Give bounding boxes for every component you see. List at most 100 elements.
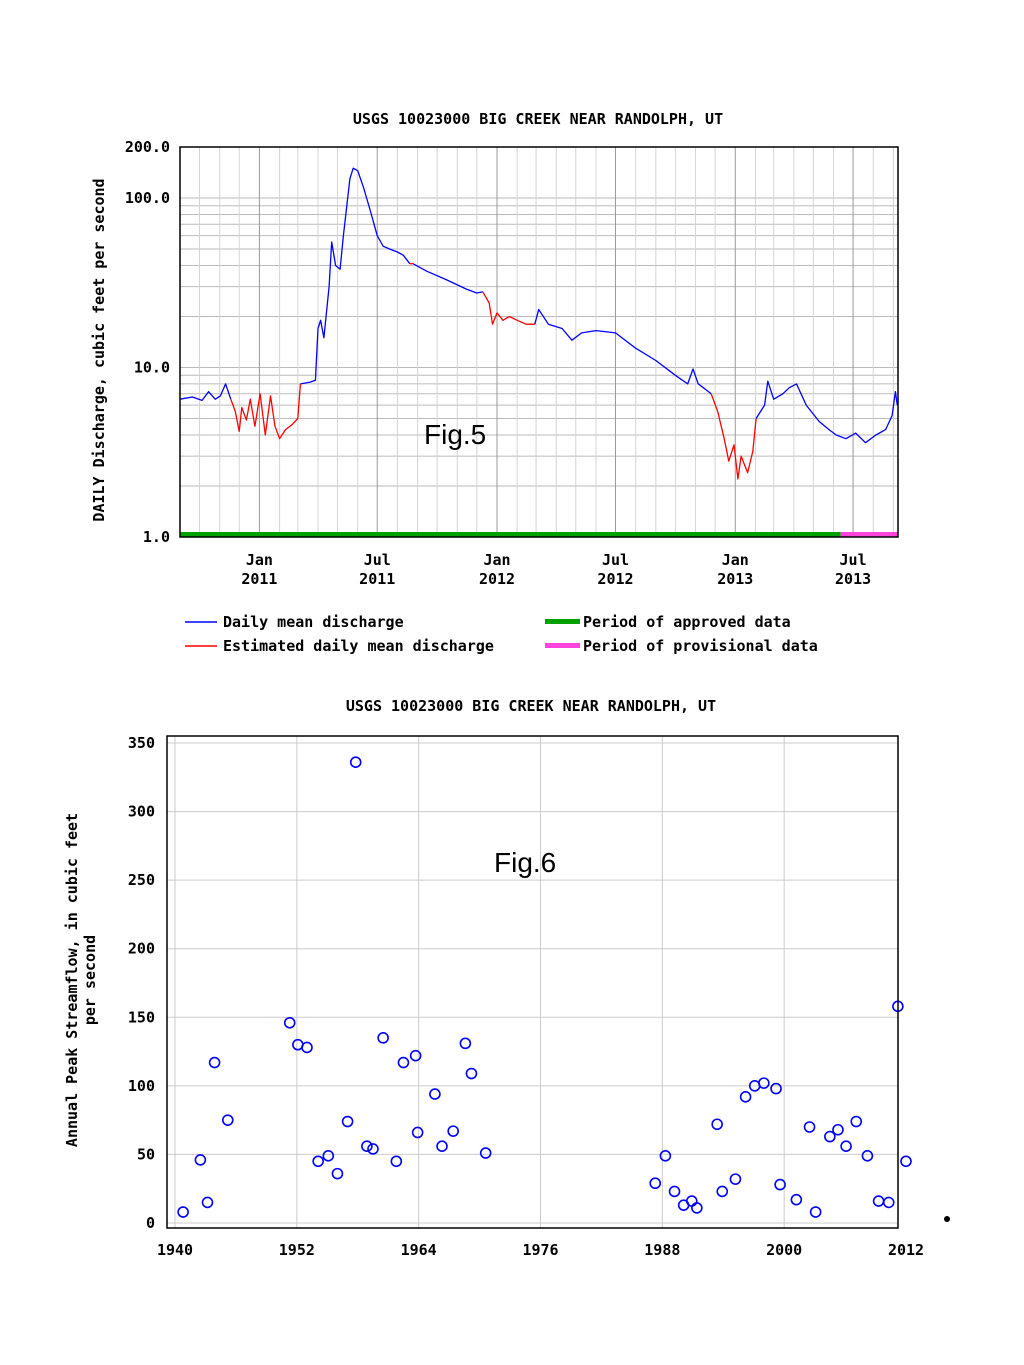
daily-discharge-chart: USGS 10023000 BIG CREEK NEAR RANDOLPH, U… — [90, 110, 899, 655]
chart2-y-tick: 0 — [146, 1214, 155, 1232]
chart2-points — [177, 756, 912, 1218]
legend-swatch-bar — [545, 619, 580, 624]
chart2-point — [341, 1115, 354, 1128]
chart2-point — [685, 1195, 698, 1207]
chart2-point — [824, 1130, 836, 1143]
chart2-y-tick: 250 — [128, 871, 155, 889]
chart1-y-axis-label: DAILY Discharge, cubic feet per second — [90, 178, 108, 521]
chart2-point — [739, 1091, 752, 1103]
chart2-point — [301, 1041, 313, 1054]
chart2-point — [361, 1140, 373, 1152]
chart2-point — [377, 1032, 389, 1044]
chart1-x-tick-year: 2011 — [359, 570, 395, 588]
chart2-y-tick: 200 — [128, 940, 155, 958]
chart1-approved-bar — [180, 532, 841, 537]
chart1-legend: Daily mean discharge Period of approved d… — [185, 613, 818, 655]
chart2-title: USGS 10023000 BIG CREEK NEAR RANDOLPH, U… — [346, 697, 716, 715]
chart2-point — [283, 1016, 296, 1029]
chart1-series-lines — [179, 167, 898, 480]
chart2-point — [397, 1056, 410, 1069]
chart2-y-tick: 300 — [128, 803, 155, 821]
legend-entry-label: Daily mean discharge — [223, 613, 404, 631]
chart2-point — [411, 1126, 424, 1139]
legend-swatch-bar — [545, 643, 580, 648]
chart1-estimated-line — [710, 393, 757, 480]
chart2-point — [479, 1147, 492, 1159]
chart2-point — [322, 1150, 335, 1162]
chart2-point — [729, 1173, 742, 1185]
chart1-x-tick-month: Jan — [246, 551, 273, 569]
chart2-y-tick-labels: 0 50 100 150 200 250 300 350 — [128, 734, 155, 1232]
annual-peak-chart: USGS 10023000 BIG CREEK NEAR RANDOLPH, U… — [63, 697, 924, 1259]
chart1-daily-line — [300, 167, 411, 385]
chart2-point — [861, 1150, 874, 1162]
chart2-point — [447, 1125, 459, 1137]
chart1-y-tick: 1.0 — [143, 528, 170, 546]
chart2-x-tick: 1952 — [279, 1241, 315, 1259]
chart1-y-tick: 100.0 — [125, 189, 170, 207]
chart1-daily-line — [755, 380, 898, 444]
chart2-point — [882, 1196, 895, 1209]
chart2-point — [436, 1140, 448, 1152]
chart2-point — [177, 1206, 189, 1218]
chart2-y-tick: 350 — [128, 734, 155, 752]
chart2-y-axis-label-line: per second — [81, 935, 99, 1025]
legend-entry-label: Estimated daily mean discharge — [223, 637, 494, 655]
chart2-x-tick: 1964 — [401, 1241, 437, 1259]
chart1-x-tick-month: Jan — [722, 551, 749, 569]
chart1-x-tick-year: 2013 — [717, 570, 753, 588]
chart2-point — [850, 1115, 863, 1128]
chart1-daily-line — [179, 383, 232, 402]
chart2-point — [770, 1082, 782, 1095]
chart1-estimated-line — [482, 291, 535, 325]
chart1-gridlines — [180, 146, 898, 537]
chart1-period-bars — [180, 532, 898, 537]
chart2-y-tick: 150 — [128, 1008, 155, 1026]
chart2-y-tick: 50 — [137, 1145, 155, 1163]
chart2-point — [194, 1154, 207, 1166]
chart1-x-tick-labels: Jan2011Jul2011Jan2012Jul2012Jan2013Jul20… — [241, 551, 871, 588]
chart2-y-axis-label: Annual Peak Streamflow, in cubic feetper… — [63, 813, 99, 1147]
chart2-point — [312, 1155, 324, 1168]
chart2-point — [716, 1185, 729, 1198]
chart1-annotation: Fig.5 — [424, 419, 486, 450]
chart2-point — [668, 1185, 681, 1198]
chart1-daily-line — [534, 308, 712, 395]
chart1-x-tick-month: Jul — [364, 551, 391, 569]
chart2-point — [208, 1056, 221, 1069]
chart2-point — [872, 1195, 885, 1207]
chart2-point — [900, 1155, 912, 1168]
legend-entry-label: Period of provisional data — [583, 637, 818, 655]
chart2-point — [221, 1114, 234, 1126]
chart1-x-tick-year: 2012 — [597, 570, 633, 588]
chart2-y-tick: 100 — [128, 1077, 155, 1095]
chart1-provisional-bar — [840, 532, 898, 537]
chart2-y-axis-label-line: Annual Peak Streamflow, in cubic feet — [63, 813, 81, 1147]
chart1-x-tick-year: 2012 — [479, 570, 515, 588]
chart2-point — [659, 1150, 672, 1162]
chart2-x-tick: 1988 — [644, 1241, 680, 1259]
chart1-daily-line — [412, 263, 483, 294]
chart2-plot-frame — [166, 735, 899, 1229]
chart2-point — [409, 1049, 422, 1062]
chart2-point — [367, 1143, 379, 1155]
chart2-x-tick: 1940 — [157, 1241, 193, 1259]
chart1-x-tick-year: 2011 — [241, 570, 277, 588]
chart1-y-tick-labels: 1.0 10.0 100.0 200.0 — [125, 138, 170, 546]
chart2-point — [809, 1206, 822, 1218]
chart2-point — [201, 1196, 214, 1209]
chart1-y-tick: 200.0 — [125, 138, 170, 156]
chart2-point — [331, 1167, 344, 1180]
chart2-point — [691, 1202, 703, 1214]
chart2-point — [790, 1193, 803, 1206]
chart2-point — [429, 1088, 441, 1100]
chart2-annotation: Fig.6 — [494, 847, 556, 878]
chart2-point — [649, 1177, 662, 1190]
chart2-point — [711, 1118, 723, 1131]
chart1-x-tick-month: Jul — [602, 551, 629, 569]
chart1-x-tick-month: Jul — [840, 551, 867, 569]
chart1-estimated-line — [230, 383, 302, 440]
chart2-gridlines — [167, 736, 898, 1228]
legend-entry-label: Period of approved data — [583, 613, 791, 631]
